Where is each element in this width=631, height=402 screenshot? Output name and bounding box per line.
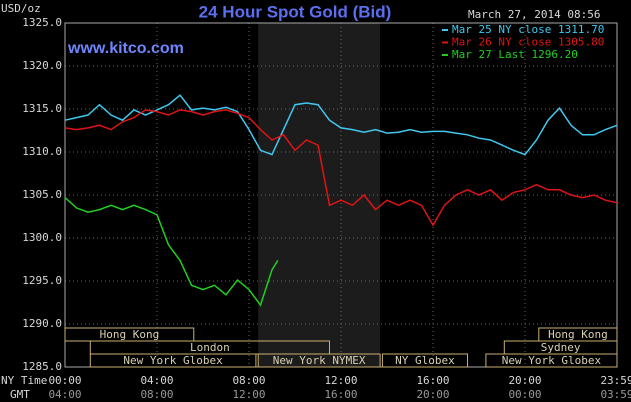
chart-title: 24 Hour Spot Gold (Bid) xyxy=(199,2,392,21)
x-tick-label: 08:00 xyxy=(232,374,265,387)
x-tick-label: 12:00 xyxy=(324,374,357,387)
x2-tick-label: 20:00 xyxy=(416,388,449,401)
session-box xyxy=(89,353,257,368)
x2-tick-label: 08:00 xyxy=(140,388,173,401)
session-label: Sydney xyxy=(541,341,581,354)
session-box xyxy=(485,353,618,368)
x-tick-label: 23:59 xyxy=(600,374,631,387)
x2-tick-label: 04:00 xyxy=(48,388,81,401)
session-label: London xyxy=(190,341,230,354)
x2-tick-label: 03:59 xyxy=(600,388,631,401)
session-label: New York NYMEX xyxy=(273,354,366,367)
y-tick-label: 1320.0 xyxy=(22,59,62,72)
y-tick-label: 1315.0 xyxy=(22,102,62,115)
y-tick-label: 1290.0 xyxy=(22,317,62,330)
x2-axis-title: GMT xyxy=(10,388,30,401)
x2-tick-label: 12:00 xyxy=(232,388,265,401)
session-label: New York Globex xyxy=(502,354,602,367)
session-label: New York Globex xyxy=(123,354,223,367)
x-tick-label: 16:00 xyxy=(416,374,449,387)
session-label: NY Globex xyxy=(395,354,455,367)
y-axis-title: USD/oz xyxy=(1,2,41,15)
x-tick-label: 20:00 xyxy=(508,374,541,387)
series-line xyxy=(64,109,618,227)
session-box xyxy=(381,353,468,368)
y-tick-label: 1295.0 xyxy=(22,274,62,287)
y-tick-label: 1300.0 xyxy=(22,231,62,244)
session-box xyxy=(257,353,381,368)
x-axis-title: NY Time xyxy=(1,374,47,387)
series-line xyxy=(64,197,279,307)
x2-tick-label: 16:00 xyxy=(324,388,357,401)
y-tick-label: 1310.0 xyxy=(22,145,62,158)
y-tick-label: 1285.0 xyxy=(22,360,62,373)
session-label: Hong Kong xyxy=(100,328,160,341)
y-tick-label: 1325.0 xyxy=(22,16,62,29)
session-label: Hong Kong xyxy=(548,328,608,341)
timestamp: March 27, 2014 08:56 xyxy=(468,8,600,21)
y-tick-label: 1305.0 xyxy=(22,188,62,201)
series-line xyxy=(64,94,618,156)
x-tick-label: 00:00 xyxy=(48,374,81,387)
x-tick-label: 04:00 xyxy=(140,374,173,387)
site-label: www.kitco.com xyxy=(67,40,184,57)
legend-label: Mar 26 NY close 1305.80 xyxy=(452,36,604,49)
legend-label: Mar 25 NY close 1311.70 xyxy=(452,23,604,36)
shaded-region xyxy=(258,23,381,367)
legend-label: Mar 27 Last 1296.20 xyxy=(452,48,578,61)
x2-tick-label: 00:00 xyxy=(508,388,541,401)
